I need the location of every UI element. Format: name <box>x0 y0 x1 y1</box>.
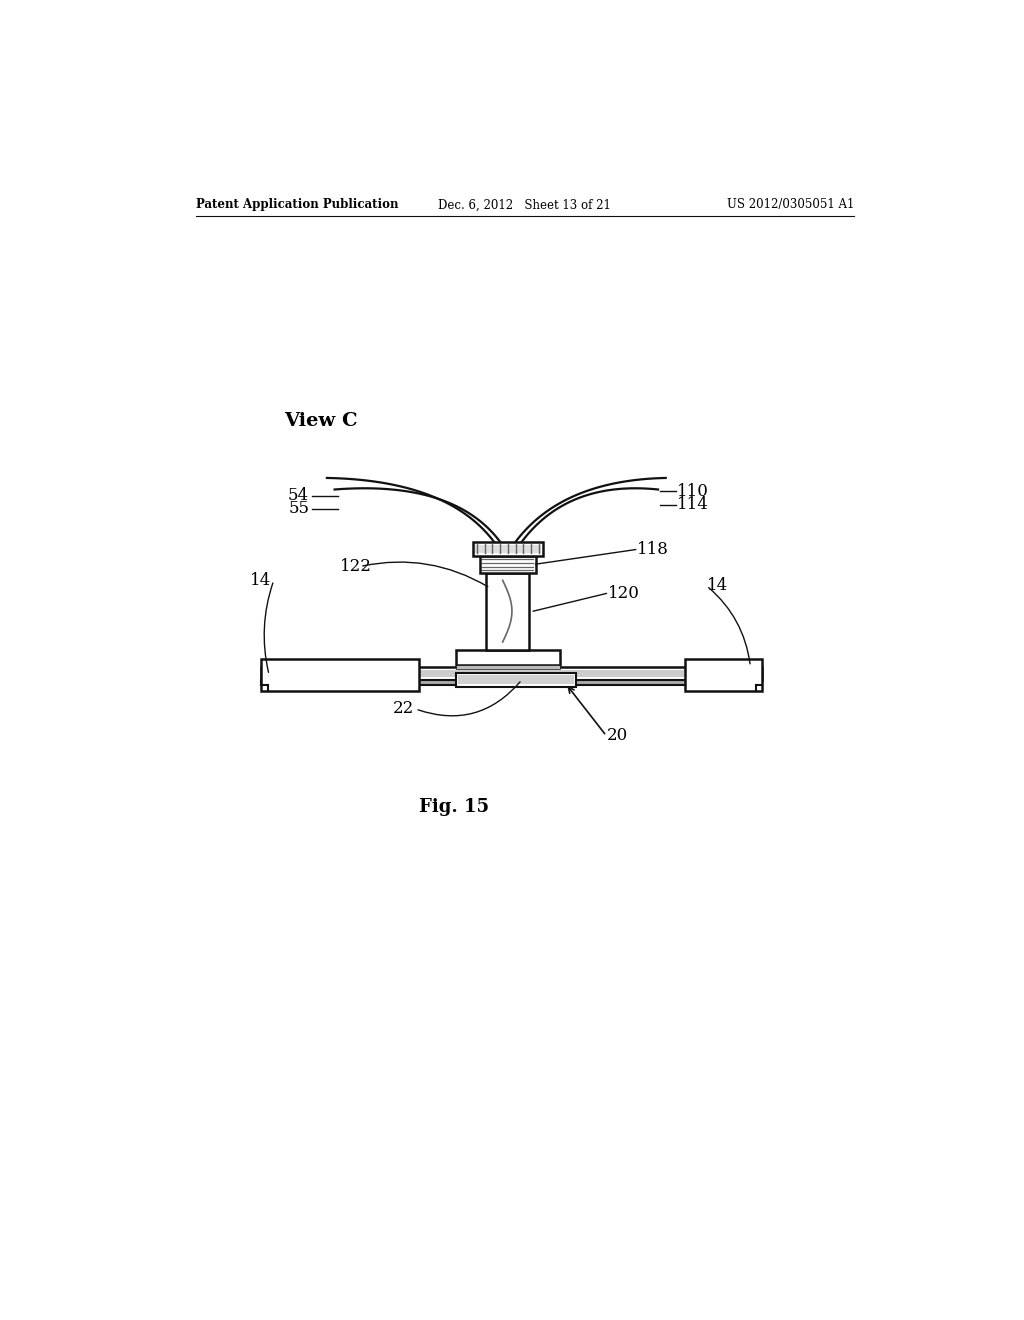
Text: Fig. 15: Fig. 15 <box>419 797 489 816</box>
Bar <box>458 675 574 684</box>
Text: Dec. 6, 2012   Sheet 13 of 21: Dec. 6, 2012 Sheet 13 of 21 <box>438 198 611 211</box>
Bar <box>457 673 575 686</box>
Bar <box>473 543 543 556</box>
Text: 54: 54 <box>288 487 309 504</box>
Bar <box>486 573 529 649</box>
Bar <box>480 556 536 573</box>
Text: 20: 20 <box>606 727 628 744</box>
Bar <box>475 545 541 553</box>
Text: Patent Application Publication: Patent Application Publication <box>196 198 398 211</box>
Text: 55: 55 <box>288 500 309 517</box>
Text: 114: 114 <box>677 496 710 513</box>
Bar <box>263 669 761 677</box>
Text: View C: View C <box>285 412 358 430</box>
Bar <box>457 649 560 665</box>
Text: 120: 120 <box>608 585 640 602</box>
Bar <box>261 681 762 685</box>
Bar <box>261 659 419 692</box>
Text: 118: 118 <box>637 541 669 558</box>
Bar <box>457 665 560 669</box>
Text: 14: 14 <box>707 577 728 594</box>
Bar <box>261 667 762 681</box>
Text: 14: 14 <box>250 572 271 589</box>
Text: 110: 110 <box>677 483 710 499</box>
Text: 22: 22 <box>392 701 414 718</box>
Text: US 2012/0305051 A1: US 2012/0305051 A1 <box>727 198 854 211</box>
Bar <box>685 659 762 692</box>
Text: 122: 122 <box>340 558 372 576</box>
